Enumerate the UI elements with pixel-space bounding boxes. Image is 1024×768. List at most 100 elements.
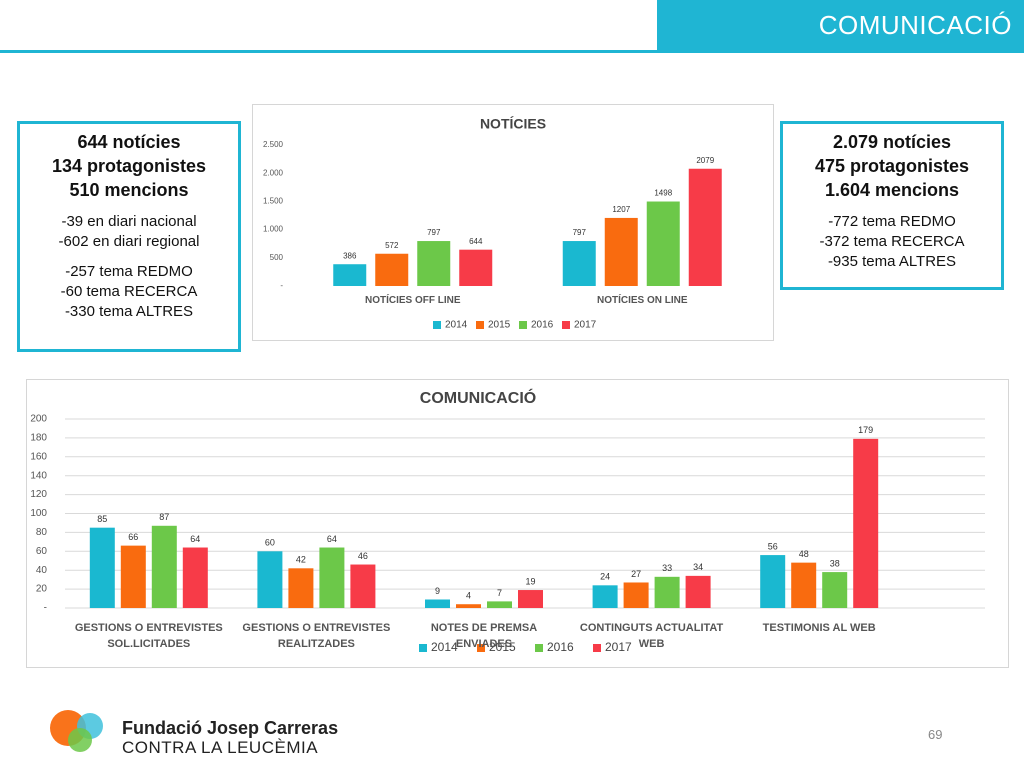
bar bbox=[459, 249, 493, 286]
y-tick-label: 500 bbox=[270, 253, 284, 262]
y-tick-label: 2.000 bbox=[263, 168, 284, 177]
data-label: 797 bbox=[573, 228, 587, 237]
text-line: -60 tema RECERCA bbox=[60, 283, 198, 300]
headline: 1.604 mencions bbox=[824, 180, 960, 200]
y-tick-label: 40 bbox=[36, 565, 48, 576]
org-name: Fundació Josep Carreras bbox=[122, 718, 339, 738]
bar bbox=[518, 590, 543, 608]
bar bbox=[487, 601, 512, 608]
bar bbox=[350, 564, 376, 608]
data-label: 19 bbox=[525, 576, 535, 586]
chart-title: COMUNICACIÓ bbox=[420, 388, 536, 407]
bar bbox=[623, 582, 649, 608]
y-tick-label: 2.500 bbox=[263, 140, 284, 149]
data-label: 85 bbox=[97, 514, 107, 524]
x-tick-label: NOTÍCIES OFF LINE bbox=[364, 295, 461, 306]
text-line: -39 en diari nacional bbox=[61, 213, 197, 230]
y-tick-label: 1.000 bbox=[263, 225, 284, 234]
data-label: 46 bbox=[358, 551, 368, 561]
data-label: 24 bbox=[600, 572, 610, 582]
legend-swatch bbox=[562, 321, 570, 329]
data-label: 66 bbox=[128, 532, 138, 542]
legend-swatch bbox=[476, 321, 484, 329]
headline: 644 notícies bbox=[77, 132, 181, 152]
legend-label: 2015 bbox=[488, 320, 511, 331]
y-tick-label: - bbox=[44, 603, 47, 614]
x-tick-label: NOTES DE PREMSA ENVIADES bbox=[430, 622, 538, 650]
text-line: -372 tema RECERCA bbox=[819, 233, 965, 250]
data-label: 7 bbox=[497, 588, 502, 598]
data-label: 48 bbox=[799, 549, 809, 559]
bar bbox=[592, 585, 618, 608]
data-label: 56 bbox=[768, 541, 778, 551]
bar bbox=[456, 604, 481, 608]
data-label: 2079 bbox=[696, 156, 714, 165]
text-line: -602 en diari regional bbox=[58, 233, 200, 250]
bar bbox=[685, 575, 711, 608]
chart-title: NOTÍCIES bbox=[480, 116, 546, 132]
data-label: 644 bbox=[469, 237, 483, 246]
data-label: 87 bbox=[159, 512, 169, 522]
bar bbox=[333, 264, 367, 286]
legend-swatch bbox=[593, 644, 601, 652]
data-label: 38 bbox=[830, 558, 840, 568]
x-tick-label: NOTÍCIES ON LINE bbox=[596, 295, 688, 306]
legend-label: 2014 bbox=[445, 320, 468, 331]
legend-label: 2014 bbox=[431, 640, 458, 654]
legend-swatch bbox=[519, 321, 527, 329]
data-label: 64 bbox=[327, 534, 337, 544]
bar bbox=[288, 568, 314, 608]
data-label: 386 bbox=[343, 251, 357, 260]
y-tick-label: 120 bbox=[30, 489, 47, 500]
bar bbox=[822, 572, 848, 608]
bar bbox=[319, 547, 345, 608]
chart-panel: COMUNICACIÓ - 20 40 60 80 100 120 140 160 180 200 85… bbox=[26, 379, 1009, 668]
header-title: COMUNICACIÓ bbox=[818, 10, 1012, 40]
data-label: 179 bbox=[858, 425, 873, 435]
y-tick-label: 1.500 bbox=[263, 197, 284, 206]
headline: 134 protagonistes bbox=[51, 156, 207, 176]
headline: 2.079 notícies bbox=[832, 132, 952, 152]
summary-box: 644 notícies 134 protagonistes 510 mencion… bbox=[17, 121, 241, 352]
bar bbox=[760, 555, 786, 608]
bar bbox=[425, 599, 450, 608]
y-tick-label: 180 bbox=[30, 433, 47, 444]
y-tick-label: 80 bbox=[36, 527, 48, 538]
x-tick-label: GESTIONS O ENTREVISTES SOL.LICITADES bbox=[74, 622, 223, 650]
legend-label: 2017 bbox=[605, 640, 632, 654]
bar bbox=[604, 217, 638, 286]
data-label: 9 bbox=[435, 586, 440, 596]
headline: 510 mencions bbox=[69, 180, 189, 200]
data-label: 27 bbox=[631, 569, 641, 579]
legend-swatch bbox=[433, 321, 441, 329]
header-band bbox=[657, 0, 1024, 53]
bar bbox=[688, 168, 722, 286]
text-group: -772 tema REDMO -372 tema RECERCA -935 tem… bbox=[783, 212, 1001, 272]
logo bbox=[50, 710, 103, 752]
data-label: 64 bbox=[190, 534, 200, 544]
legend-swatch bbox=[477, 644, 485, 652]
x-tick-label: CONTINGUTS ACTUALITAT WEB bbox=[579, 622, 724, 650]
y-tick-label: - bbox=[280, 281, 283, 290]
bar bbox=[151, 525, 177, 608]
bar bbox=[89, 527, 115, 608]
data-label: 4 bbox=[466, 591, 471, 601]
x-tick-label: TESTIMONIS AL WEB bbox=[762, 622, 876, 634]
header-line bbox=[0, 50, 660, 53]
chart: COMUNICACIÓ - 20 40 60 80 100 120 140 160 180 200 85… bbox=[30, 388, 985, 654]
bar bbox=[562, 241, 596, 286]
y-tick-label: 20 bbox=[36, 584, 48, 595]
bar bbox=[654, 576, 680, 608]
legend-label: 2015 bbox=[489, 640, 516, 654]
text-group: -257 tema REDMO -60 tema RECERCA -330 tema… bbox=[20, 262, 238, 322]
bar bbox=[646, 201, 680, 286]
bar bbox=[791, 562, 817, 608]
text-line: -330 tema ALTRES bbox=[64, 303, 194, 320]
data-label: 797 bbox=[427, 228, 441, 237]
data-label: 1498 bbox=[654, 189, 672, 198]
y-tick-label: 60 bbox=[36, 546, 48, 557]
data-label: 42 bbox=[296, 555, 306, 565]
data-label: 60 bbox=[265, 538, 275, 548]
data-label: 34 bbox=[693, 562, 703, 572]
